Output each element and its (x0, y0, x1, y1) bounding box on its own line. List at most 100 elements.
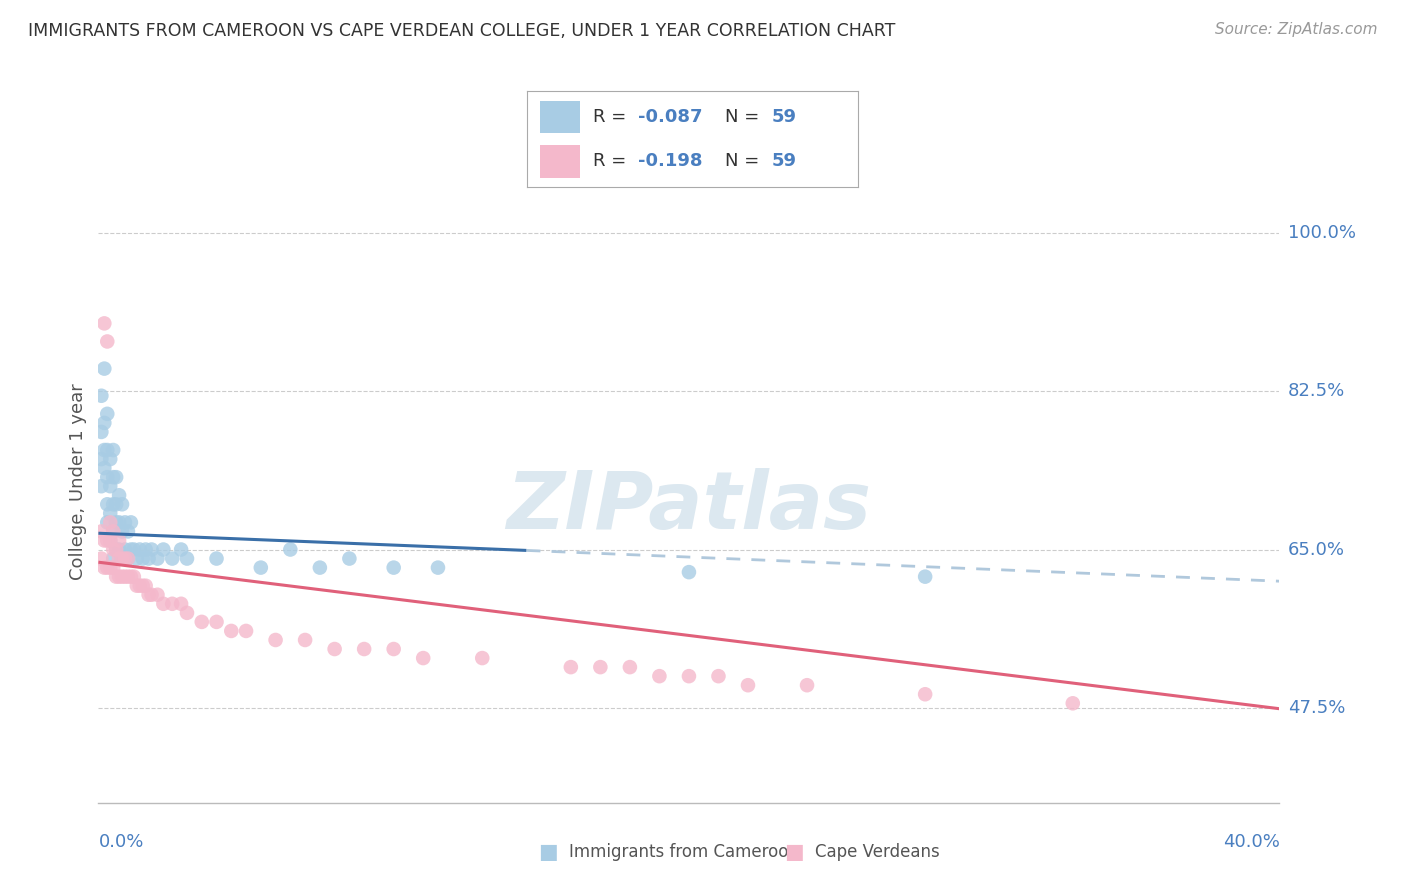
Point (108, 533, 131, 548)
Point (278, 542, 302, 557)
Y-axis label: College, Under 1 year: College, Under 1 year (69, 384, 87, 580)
Point (111, 497, 134, 511)
Text: 65.0%: 65.0% (1288, 541, 1344, 558)
Point (103, 524, 125, 539)
Text: 100.0%: 100.0% (1288, 224, 1355, 242)
Point (146, 588, 169, 602)
Point (128, 579, 150, 593)
Point (111, 524, 134, 539)
Point (93, 560, 115, 574)
Point (235, 624, 257, 638)
Point (125, 579, 148, 593)
Point (93, 317, 115, 331)
Point (122, 569, 145, 583)
Point (678, 669, 700, 683)
Point (138, 551, 160, 566)
Point (1062, 696, 1084, 710)
Point (264, 632, 287, 647)
Point (146, 551, 169, 566)
Point (162, 597, 183, 611)
Point (90, 389, 112, 403)
Point (560, 660, 582, 674)
Point (98, 516, 121, 530)
Point (96, 470, 118, 484)
Point (103, 443, 125, 458)
Point (120, 516, 142, 530)
Text: 47.5%: 47.5% (1288, 698, 1346, 717)
Point (309, 560, 332, 574)
Point (96, 407, 118, 421)
Point (105, 470, 128, 484)
Point (914, 569, 936, 583)
Text: -0.198: -0.198 (638, 153, 703, 170)
Point (135, 579, 157, 593)
Point (103, 524, 125, 539)
Point (250, 560, 273, 574)
Point (114, 542, 136, 557)
Point (98, 533, 121, 548)
Point (170, 542, 193, 557)
Point (103, 470, 125, 484)
Text: 0.0%: 0.0% (98, 833, 143, 851)
Text: Immigrants from Cameroon: Immigrants from Cameroon (569, 843, 799, 861)
Point (323, 642, 346, 657)
Point (382, 642, 405, 657)
Text: 82.5%: 82.5% (1288, 383, 1346, 401)
Point (114, 551, 136, 566)
Point (96, 334, 118, 349)
Point (162, 551, 183, 566)
Point (120, 569, 142, 583)
Point (96, 533, 118, 548)
Point (914, 687, 936, 701)
Point (132, 579, 155, 593)
Point (90, 551, 112, 566)
Point (337, 551, 360, 566)
Point (205, 551, 228, 566)
Point (589, 660, 612, 674)
Point (138, 588, 160, 602)
Point (96, 560, 118, 574)
Point (219, 624, 242, 638)
Point (96, 443, 118, 458)
Point (294, 632, 316, 647)
Point (103, 542, 125, 557)
Point (120, 542, 142, 557)
Point (108, 488, 131, 502)
Text: N =: N = (725, 108, 765, 126)
Point (382, 560, 405, 574)
Bar (540, 145, 581, 178)
Point (141, 542, 163, 557)
Text: -0.087: -0.087 (638, 108, 703, 126)
Point (90, 524, 112, 539)
Point (98, 560, 121, 574)
Point (132, 551, 155, 566)
Point (111, 551, 134, 566)
Text: ■: ■ (785, 842, 804, 862)
Text: 59: 59 (772, 108, 797, 126)
Point (141, 588, 163, 602)
Text: R =: R = (593, 153, 633, 170)
Point (90, 425, 112, 439)
Point (117, 551, 139, 566)
Point (117, 524, 139, 539)
Point (98, 533, 121, 548)
Point (117, 551, 139, 566)
Point (412, 651, 434, 665)
Text: ZIPatlas: ZIPatlas (506, 468, 872, 547)
Text: Cape Verdeans: Cape Verdeans (815, 843, 941, 861)
Point (135, 542, 157, 557)
Text: ■: ■ (538, 842, 558, 862)
Point (93, 416, 115, 430)
Point (471, 651, 494, 665)
Point (152, 542, 174, 557)
Point (648, 669, 671, 683)
Point (105, 497, 128, 511)
Point (114, 569, 136, 583)
Point (93, 461, 115, 475)
Point (170, 597, 193, 611)
Point (619, 660, 641, 674)
Point (105, 542, 128, 557)
Point (105, 569, 128, 583)
Point (108, 542, 131, 557)
Point (125, 551, 148, 566)
